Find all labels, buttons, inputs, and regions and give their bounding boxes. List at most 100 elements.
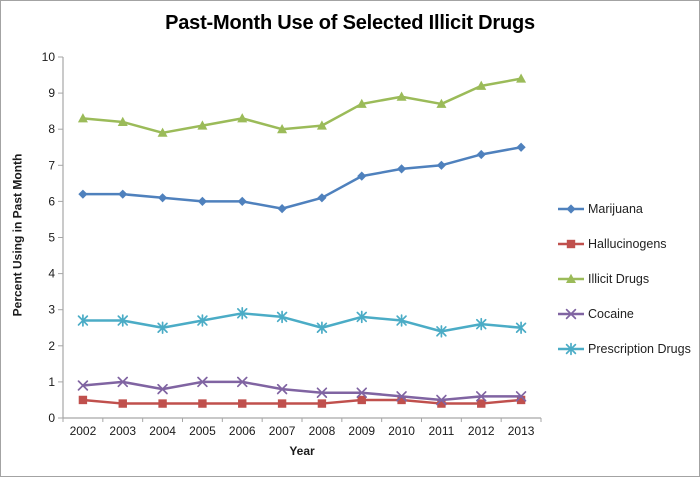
series-marker-x [356, 387, 367, 398]
legend-label: Prescription Drugs [588, 341, 691, 356]
series-marker-diamond [277, 204, 287, 214]
series-illicit-drugs [77, 73, 527, 137]
series-cocaine [77, 376, 527, 406]
series-marker-triangle [436, 98, 447, 108]
series-marker-star [515, 321, 527, 334]
series-marker-triangle [316, 120, 327, 130]
chart-title: Past-Month Use of Selected Illicit Drugs [165, 12, 535, 34]
y-tick-label: 8 [48, 122, 55, 136]
x-tick-label: 2012 [468, 424, 495, 438]
legend-marker-icon [558, 308, 584, 319]
series-marker-x [396, 391, 407, 402]
series-prescription-drugs [77, 307, 527, 338]
y-tick-label: 6 [48, 194, 55, 208]
y-tick-label: 1 [48, 375, 55, 389]
series-marker-star [276, 310, 288, 324]
series-marker-x [276, 383, 288, 395]
series-marker-star [316, 321, 328, 334]
series-line [81, 312, 523, 333]
y-tick-label: 10 [42, 50, 56, 64]
y-tick-label: 4 [48, 267, 55, 281]
series-marker-x [565, 308, 577, 319]
series-marker-triangle [277, 124, 288, 134]
series-marker-diamond [197, 196, 208, 206]
legend-item-illicit-drugs: Illicit Drugs [557, 261, 697, 296]
series-marker-diamond [566, 203, 576, 214]
legend-label: Cocaine [588, 306, 634, 321]
series-line [81, 380, 523, 402]
series-marker-square [158, 399, 167, 408]
series-marker-star [565, 342, 577, 355]
series-marker-square [238, 399, 247, 408]
series-marker-star [396, 314, 407, 327]
x-tick-label: 2008 [309, 424, 336, 438]
legend-item-marijuana: Marijuana [557, 191, 697, 226]
series-marker-square [277, 399, 287, 408]
series-marker-diamond [476, 149, 486, 160]
series-marker-triangle [157, 127, 168, 137]
y-tick-label: 7 [48, 158, 55, 172]
series-marker-x [515, 391, 527, 402]
legend-marker-icon [558, 342, 584, 355]
series-marker-x [316, 387, 328, 398]
legend: Marijuana Hallucinogens Illicit Drugs Cocai… [557, 191, 697, 366]
series-marker-x [157, 383, 168, 395]
series-marker-triangle [476, 80, 487, 90]
legend-marker-icon [558, 273, 584, 283]
series-marker-square [317, 399, 327, 408]
series-marker-diamond [317, 193, 327, 203]
series-marker-triangle [356, 98, 367, 108]
x-tick-label: 2004 [149, 424, 176, 438]
series-marker-triangle [197, 120, 208, 130]
legend-label: Illicit Drugs [588, 271, 650, 286]
series-marker-diamond [118, 189, 128, 199]
series-marker-triangle [117, 116, 128, 126]
y-tick-label: 0 [48, 411, 55, 425]
series-marker-diamond [157, 193, 168, 203]
y-tick-label: 3 [48, 303, 55, 317]
x-axis-title: Year [289, 444, 315, 458]
y-tick-label: 9 [48, 86, 55, 100]
series-line [81, 77, 523, 135]
series-marker-square [477, 399, 486, 408]
x-tick-label: 2013 [508, 424, 535, 438]
y-tick-label: 5 [48, 231, 55, 245]
series-marker-diamond [78, 189, 88, 199]
series-marker-x [237, 376, 248, 388]
legend-item-hallucinogens: Hallucinogens [557, 226, 697, 261]
legend-label: Marijuana [588, 201, 643, 216]
series-marijuana [78, 142, 526, 214]
series-marker-diamond [396, 164, 407, 174]
series-marker-star [197, 314, 208, 327]
series-marker-diamond [357, 171, 367, 181]
x-tick-label: 2009 [348, 424, 375, 438]
x-tick-label: 2007 [269, 424, 296, 438]
x-tick-label: 2010 [388, 424, 415, 438]
series-marker-triangle [516, 73, 527, 83]
series-marker-square [357, 395, 366, 405]
series-hallucinogens [78, 395, 526, 408]
legend-label: Hallucinogens [588, 236, 667, 251]
series-marker-triangle [566, 273, 576, 283]
series-marker-square [516, 395, 526, 405]
series-marker-triangle [396, 91, 407, 101]
legend-item-prescription-drugs: Prescription Drugs [557, 331, 697, 366]
series-marker-star [117, 314, 128, 327]
series-marker-square [566, 239, 576, 248]
series-marker-square [198, 399, 207, 408]
x-tick-label: 2005 [189, 424, 216, 438]
series-marker-x [77, 380, 89, 391]
x-tick-label: 2002 [70, 424, 97, 438]
series-marker-square [78, 395, 88, 405]
series-marker-star [157, 321, 168, 334]
series-marker-star [237, 307, 248, 320]
series-marker-diamond [516, 142, 526, 152]
x-tick-label: 2003 [109, 424, 136, 438]
x-tick-label: 2011 [429, 424, 455, 438]
series-marker-x [117, 376, 128, 388]
series-marker-triangle [77, 113, 88, 123]
series-marker-diamond [237, 196, 247, 206]
series-marker-x [476, 391, 487, 402]
